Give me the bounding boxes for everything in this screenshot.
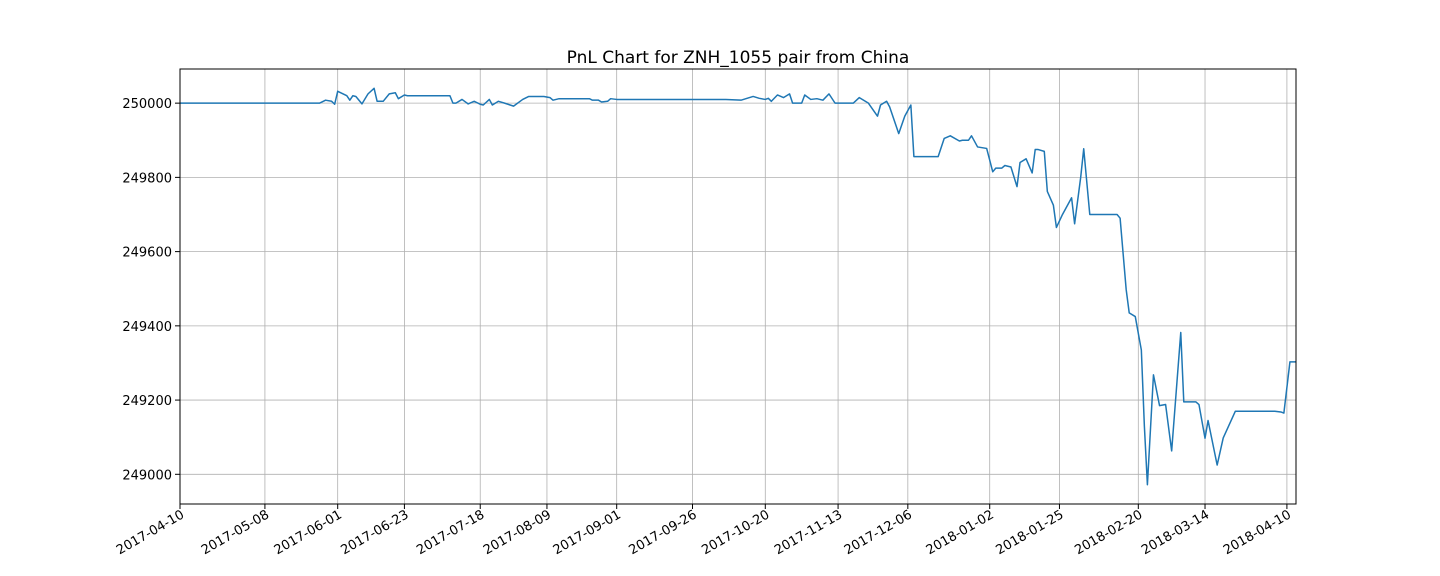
x-tick-label: 2017-09-26 (627, 507, 700, 558)
x-tick-label: 2017-05-08 (199, 507, 272, 558)
x-tick-label: 2017-08-09 (481, 507, 554, 558)
x-tick-label: 2018-01-25 (994, 507, 1067, 558)
x-tick-label: 2017-04-10 (114, 507, 187, 558)
x-tick-label: 2018-03-14 (1139, 507, 1212, 558)
x-tick-label: 2017-06-01 (272, 507, 345, 558)
x-tick-label: 2017-12-06 (842, 507, 915, 558)
y-axis: 249000 249200 249400 249600 249800 250000 (122, 97, 180, 483)
chart-title: PnL Chart for ZNH_1055 pair from China (567, 48, 910, 68)
y-tick-label: 250000 (122, 97, 172, 112)
y-tick-label: 249000 (122, 468, 172, 483)
x-axis: 2017-04-10 2017-05-08 2017-06-012017-06-23… (114, 504, 1294, 558)
x-tick-label: 2018-04-10 (1221, 507, 1294, 558)
y-tick-label: 249400 (122, 320, 172, 335)
gridlines (179, 69, 1296, 504)
plot-area (180, 87, 1296, 486)
x-tick-label: 2017-10-20 (699, 507, 772, 558)
pnl-series-line (180, 87, 1296, 486)
x-tick-label: 2017-09-01 (551, 507, 624, 558)
x-tick-label: 2017-07-18 (414, 507, 487, 558)
x-tick-label: 2017-11-13 (772, 507, 845, 558)
x-tick-label: 2018-02-20 (1072, 507, 1145, 558)
y-tick-label: 249800 (122, 171, 172, 186)
x-tick-label: 2018-01-02 (924, 507, 997, 558)
y-tick-label: 249600 (122, 246, 172, 261)
axes-frame (179, 68, 1297, 505)
y-tick-label: 249200 (122, 394, 172, 409)
x-tick-label: 2017-06-23 (338, 507, 411, 558)
